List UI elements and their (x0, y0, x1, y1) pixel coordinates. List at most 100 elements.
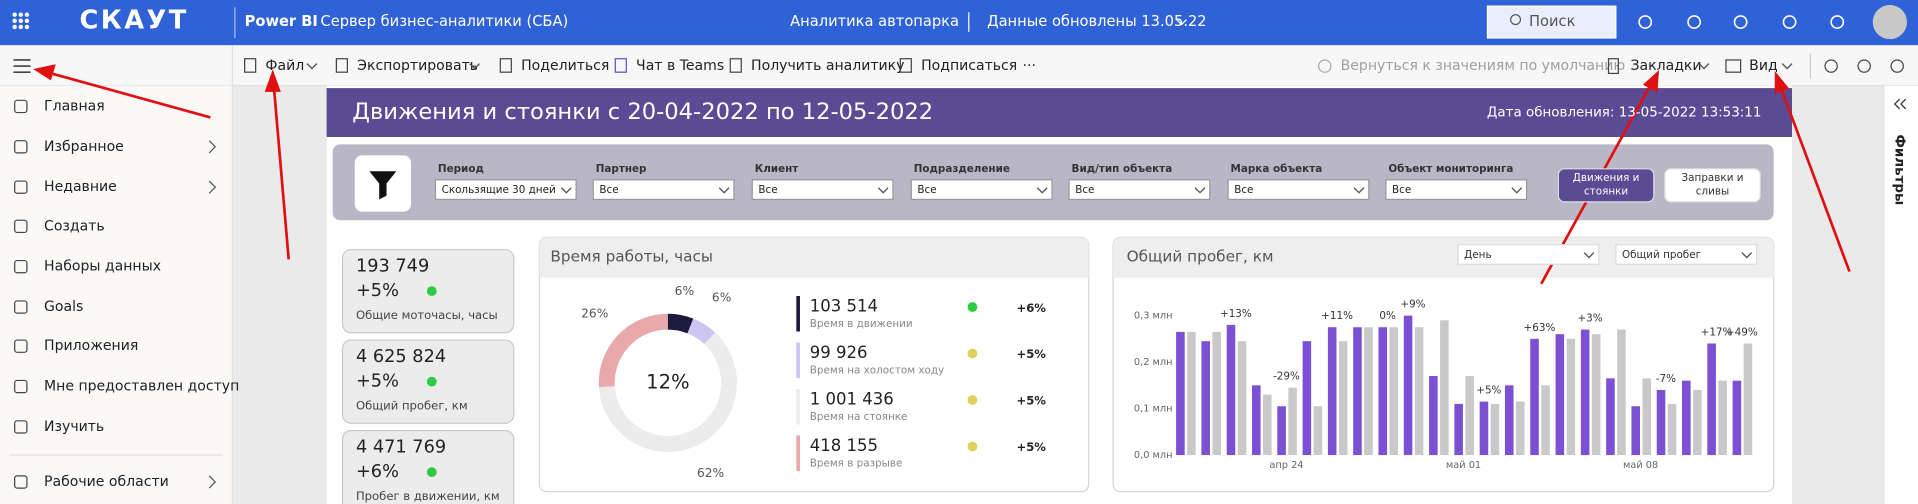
legend-bar (796, 435, 800, 471)
filter-dropdown[interactable] (1068, 179, 1211, 201)
nav-item[interactable]: Рабочие области (44, 474, 169, 490)
bar (1566, 338, 1576, 456)
toolbar-item[interactable]: Чат в Teams (636, 58, 724, 74)
value-label: +17% (1701, 326, 1733, 338)
bar (1490, 403, 1500, 456)
nav-item[interactable]: Создать (44, 218, 105, 234)
kpi-value: 193 749 (356, 257, 429, 277)
toolbar-icon (499, 58, 512, 73)
filter-label: Партнер (596, 163, 647, 175)
bar (1465, 376, 1474, 456)
toolbar-item[interactable]: Получить аналитику (751, 58, 904, 74)
search-placeholder: Поиск (1529, 13, 1576, 30)
header-icon[interactable] (1687, 15, 1702, 29)
bar (1667, 403, 1677, 456)
toolbar-item[interactable]: Экспортировать (357, 58, 478, 74)
donut-label: 62% (697, 466, 724, 480)
kpi-status (426, 467, 437, 478)
legend-value: 1 001 436 (810, 390, 894, 409)
toolbar-icon (244, 58, 257, 73)
hamburger[interactable] (13, 59, 31, 74)
bar (1504, 385, 1514, 456)
donut-label: 26% (581, 307, 608, 321)
report-button[interactable] (1557, 168, 1655, 203)
donut-segment (598, 332, 737, 452)
nav-item[interactable]: Наборы данных (44, 259, 161, 275)
value-label: +9% (1400, 299, 1425, 311)
toolbar-icon[interactable] (1890, 59, 1904, 73)
legend-value: 103 514 (810, 297, 878, 316)
toolbar-item[interactable]: Файл (265, 58, 304, 74)
legend-change: +5% (1016, 394, 1046, 408)
filter-value: Скользящие 30 дней (442, 184, 556, 196)
filter-dropdown[interactable] (1385, 179, 1528, 201)
nav-item[interactable]: Главная (44, 98, 105, 114)
header-icon[interactable] (1733, 15, 1748, 29)
chevron (1781, 63, 1793, 70)
toolbar-item[interactable]: Поделиться (521, 58, 609, 74)
value-label: +63% (1524, 322, 1556, 334)
toolbar-item[interactable]: Подписаться (921, 58, 1017, 74)
chart-dropdown[interactable] (1615, 244, 1758, 265)
nav-item[interactable]: Недавние (44, 179, 117, 195)
nav-item[interactable]: Мне предоставлен доступ (44, 379, 239, 395)
filter-dropdown[interactable] (592, 179, 735, 201)
header-icon[interactable] (1830, 15, 1845, 29)
x-tick-label: май 01 (1446, 460, 1481, 471)
nav-item[interactable]: Приложения (44, 338, 138, 354)
y-tick-label: 0,2 млн (1134, 357, 1173, 368)
bar (1403, 315, 1413, 456)
report-button[interactable] (1664, 168, 1761, 203)
legend-status (967, 395, 978, 405)
filter-dropdown[interactable] (751, 179, 894, 201)
filter-value: Все (917, 184, 936, 196)
legend-bar (796, 296, 800, 332)
view[interactable]: Вид (1749, 58, 1777, 74)
filter-dropdown[interactable] (1227, 179, 1370, 201)
chart-control: День (1464, 249, 1491, 261)
bar (1277, 406, 1286, 456)
nav-item[interactable]: Избранное (44, 139, 124, 155)
bar (1176, 331, 1185, 456)
bar (1327, 327, 1337, 456)
bar (1541, 385, 1550, 456)
logo: СКАУТ (80, 5, 189, 35)
legend-label: Время в движении (810, 318, 913, 330)
bar (1226, 324, 1236, 456)
filter-value: Все (1075, 184, 1094, 196)
y-tick-label: 0,0 млн (1134, 450, 1173, 461)
legend-bar (796, 389, 800, 425)
filter-dropdown[interactable] (910, 179, 1053, 201)
bar (1642, 378, 1652, 456)
value-label: +11% (1321, 310, 1353, 322)
toolbar-icon (614, 58, 627, 73)
mileage-header (1113, 237, 1774, 278)
search-box[interactable] (1486, 5, 1617, 39)
button-text: Заправки и сливы (1681, 171, 1744, 198)
header-icon[interactable] (1638, 15, 1653, 29)
avatar[interactable] (1872, 4, 1907, 40)
y-tick-label: 0,1 млн (1134, 404, 1173, 415)
header-icon[interactable] (1782, 15, 1797, 29)
nav-item[interactable]: Goals (44, 299, 83, 315)
chart-dropdown[interactable] (1457, 244, 1600, 265)
search-icon (1510, 14, 1522, 26)
app-launcher (12, 12, 30, 30)
toolbar-icon[interactable] (1857, 59, 1871, 73)
nav-icon (14, 475, 28, 489)
donut-segment (667, 313, 694, 334)
bar (1707, 343, 1716, 456)
bar (1389, 327, 1399, 456)
filter-dropdown[interactable] (434, 179, 577, 201)
toolbar-icon[interactable] (1824, 59, 1838, 73)
kpi-change: +6% (356, 462, 399, 482)
x-tick-label: апр 24 (1269, 460, 1303, 471)
nav-item[interactable]: Изучить (44, 419, 104, 435)
toolbar-item[interactable]: ··· (1023, 58, 1036, 74)
x-tick-label: май 08 (1623, 460, 1658, 471)
data-updated: Данные обновлены 13.05.22 (987, 13, 1207, 30)
report-button-label: Движения и стоянки (1573, 172, 1640, 198)
bookmarks[interactable]: Закладки (1631, 58, 1702, 74)
chevron (208, 475, 217, 489)
nav-icon (14, 259, 28, 274)
